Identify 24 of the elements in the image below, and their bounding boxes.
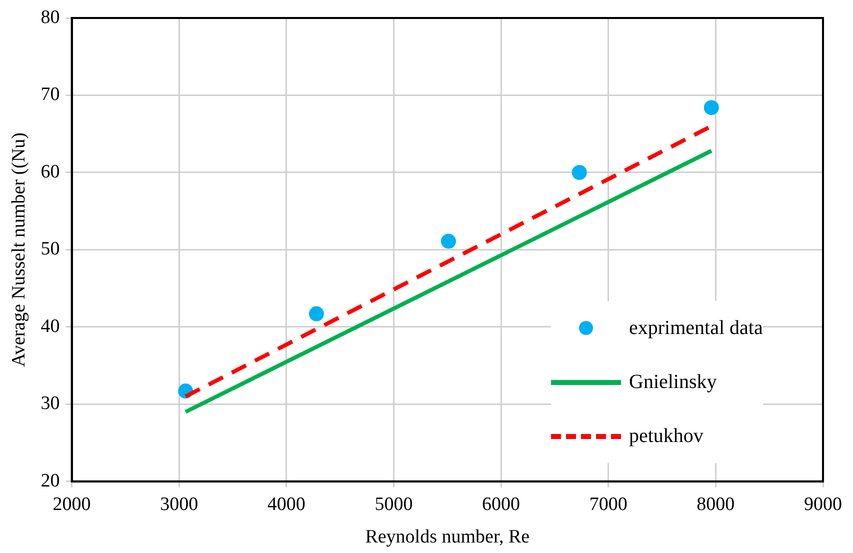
legend-label: petukhov (629, 424, 704, 448)
y-tick-label: 50 (40, 238, 60, 260)
legend-label: Gnielinsky (629, 370, 717, 394)
y-tick-label: 40 (40, 316, 60, 337)
x-tick-label: 7000 (589, 494, 628, 515)
y-axis-title: Average Nusselt number ((Nu) (8, 132, 30, 367)
y-tick-label: 30 (40, 393, 60, 414)
x-tick-label: 8000 (696, 494, 735, 515)
x-tick-label: 3000 (160, 494, 198, 515)
x-tick-label: 2000 (52, 494, 91, 515)
x-tick-label: 4000 (267, 494, 306, 515)
y-tick-label: 80 (40, 6, 60, 28)
point (704, 100, 719, 116)
x-tick-label: 6000 (482, 494, 520, 515)
x-tick-label: 9000 (804, 494, 842, 515)
x-axis-title: Reynolds number, Re (365, 526, 530, 548)
point (308, 306, 324, 322)
x-tick-label: 5000 (374, 494, 413, 515)
y-tick-label: 70 (40, 84, 60, 106)
point (572, 164, 587, 180)
legend-label: exprimental data (629, 316, 763, 340)
y-tick-label: 60 (40, 161, 60, 182)
point (440, 234, 456, 249)
y-tick-label: 20 (40, 470, 60, 492)
